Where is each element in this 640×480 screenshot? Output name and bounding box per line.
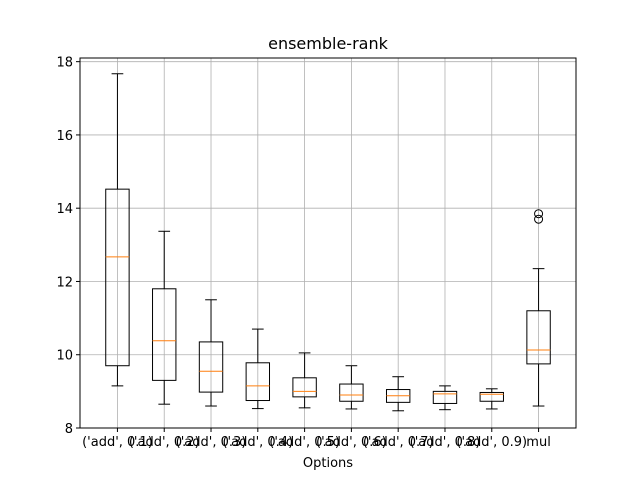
- x-tick-label: ('add', 0.2): [129, 435, 200, 450]
- box-3: [198, 299, 224, 407]
- box-iqr: [198, 341, 224, 393]
- plot-area: [80, 58, 576, 428]
- y-tick-label: 18: [56, 56, 73, 71]
- x-tick-label: ('add', 0.5): [269, 435, 340, 450]
- box-8: [432, 385, 458, 411]
- y-tick-label: 12: [56, 275, 73, 290]
- box-iqr: [245, 362, 271, 402]
- box-iqr: [479, 391, 504, 402]
- box-series: [105, 73, 551, 412]
- y-tick-label: 14: [56, 202, 73, 217]
- chart-title: ensemble-rank: [268, 34, 388, 53]
- x-tick-label: ('add', 0.1): [82, 435, 153, 450]
- box-iqr: [526, 310, 551, 365]
- x-tick-label: ('add', 0.6): [316, 435, 387, 450]
- y-tick-label: 8: [65, 422, 73, 437]
- x-tick-label: ('add', 0.3): [176, 435, 247, 450]
- outlier-point: [534, 214, 544, 224]
- x-tick-label: ('add', 0.8): [410, 435, 481, 450]
- x-tick-label: ('add', 0.4): [222, 435, 293, 450]
- box-9: [479, 388, 504, 410]
- box-1: [105, 73, 130, 387]
- box-4: [245, 328, 271, 410]
- box-iqr: [105, 188, 130, 367]
- x-axis-label: Options: [303, 456, 353, 471]
- box-iqr: [292, 377, 317, 398]
- box-7: [385, 376, 411, 412]
- box-2: [152, 230, 177, 405]
- box-iqr: [339, 383, 364, 402]
- x-tick-label: mul: [526, 435, 551, 450]
- axes-frame: [79, 57, 577, 429]
- box-6: [339, 365, 364, 410]
- box-5: [292, 352, 317, 409]
- x-tick-label: ('add', 0.9): [456, 435, 527, 450]
- box-iqr: [432, 390, 458, 404]
- outlier-point: [534, 209, 544, 219]
- x-axis-ticks: ('add', 0.1)('add', 0.2)('add', 0.3)('ad…: [82, 428, 551, 450]
- y-tick-label: 10: [56, 349, 73, 364]
- x-tick-label: ('add', 0.7): [363, 435, 434, 450]
- box-10: [526, 209, 551, 407]
- box-iqr: [152, 288, 177, 381]
- y-tick-label: 16: [56, 129, 73, 144]
- y-axis-ticks: 8 10 12 14 16 18: [56, 56, 80, 437]
